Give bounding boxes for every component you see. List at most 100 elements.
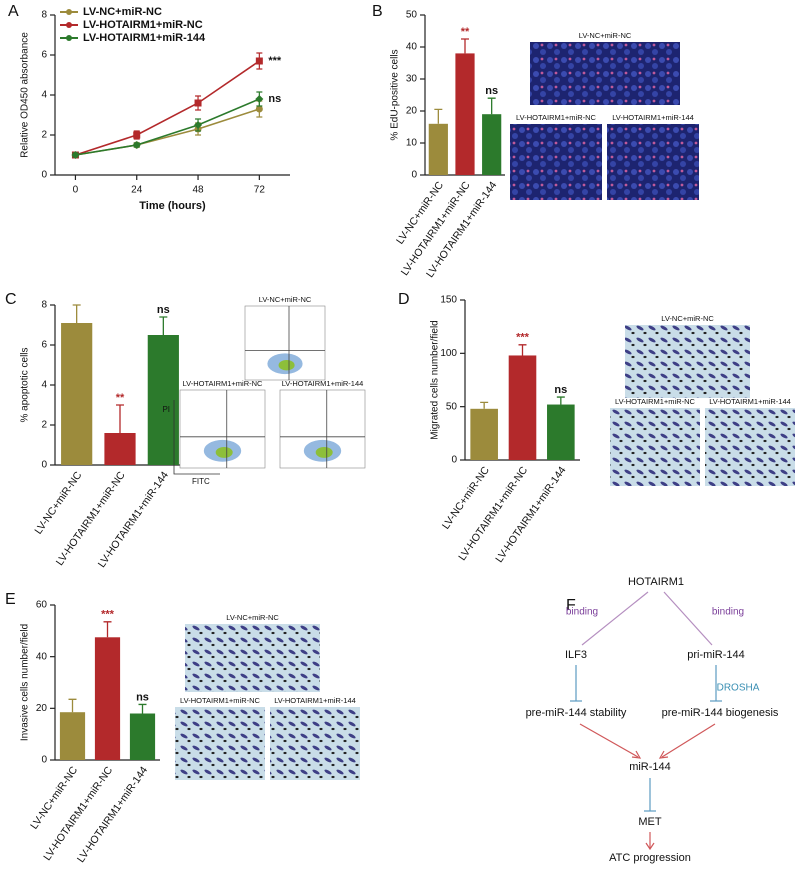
micrograph [530,42,680,105]
error-bar [103,621,112,638]
bar [61,323,93,465]
node: pre-miR-144 stability [526,707,627,719]
y-tick-label: 60 [36,600,48,611]
error-bar [138,703,147,714]
micrograph [175,707,265,780]
bar [455,53,475,175]
y-axis-label: Relative OD450 absorbance [20,32,31,158]
y-tick-label: 40 [36,651,48,662]
y-axis-label: Migrated cells number/field [430,320,441,440]
y-axis-label: % EdU-positive cells [390,49,401,140]
image-label: LV-HOTAIRM1+miR-144 [612,113,694,122]
y-tick-label: 50 [446,401,458,412]
error-bar [159,316,168,335]
legend-swatch [66,22,72,28]
x-tick-label: 24 [131,185,143,196]
flow-core [215,446,233,458]
image-label: LV-HOTAIRM1+miR-144 [282,379,364,388]
legend-swatch [66,9,72,15]
error-bar [116,404,124,433]
edge-label: binding [712,607,744,618]
y-tick-label: 10 [406,138,418,149]
y-tick-label: 0 [41,460,47,471]
image-label: LV-HOTAIRM1+miR-144 [274,696,356,705]
y-tick-label: 150 [440,295,457,306]
image-label: LV-HOTAIRM1+miR-NC [516,113,597,122]
edge-label: binding [566,607,598,618]
x-tick-label: LV-HOTAIRM1+miR-144 [75,764,150,865]
micrograph [610,408,700,486]
bar [547,404,575,460]
flow-core [315,446,333,458]
panel-label: D [398,291,410,308]
legend-label: LV-HOTAIRM1+miR-NC [83,19,203,31]
series-line [75,108,260,156]
bar [59,712,86,760]
micrograph [625,325,750,398]
bar [94,637,121,760]
annotation: ns [136,691,149,703]
node: pri-miR-144 [687,649,744,661]
annotation: ns [268,93,281,105]
bar [428,123,448,175]
annotation: ns [554,384,567,396]
error-bar [72,304,81,323]
x-tick-label: LV-HOTAIRM1+miR-NC [456,464,530,563]
node: pre-miR-144 biogenesis [662,707,779,719]
image-axis-label: PI [162,405,170,414]
panel-label: A [8,3,19,20]
y-axis-label: Invasive cells number/field [20,624,31,741]
micrograph [270,707,360,780]
edge-label: DROSHA [717,683,760,694]
annotation: *** [516,332,530,344]
error-bar [556,396,565,405]
y-tick-label: 0 [41,755,47,766]
series-line [75,60,260,156]
y-tick-label: 6 [41,50,47,61]
error-bar [518,344,527,356]
image-label: LV-HOTAIRM1+miR-NC [615,397,696,406]
y-tick-label: 0 [451,455,457,466]
bar [482,114,502,175]
x-tick-label: 72 [254,185,266,196]
panel-label: E [5,591,16,608]
image-label: LV-NC+miR-NC [259,295,312,304]
y-tick-label: 100 [440,348,457,359]
y-tick-label: 4 [41,90,47,101]
legend-label: LV-HOTAIRM1+miR-144 [83,32,206,44]
panel-label: F [566,597,576,614]
marker [71,151,80,159]
y-axis-label: % apoptotic cells [20,347,31,422]
node: HOTAIRM1 [628,576,684,588]
marker [255,95,264,103]
image-label: LV-HOTAIRM1+miR-NC [183,379,264,388]
marker [255,105,263,113]
annotation: ns [157,304,170,316]
x-tick-label: LV-HOTAIRM1+miR-144 [493,464,568,565]
error-bar [480,401,489,409]
annotation: ** [116,392,125,404]
legend-label: LV-NC+miR-NC [83,6,162,18]
marker [194,121,203,129]
bar [470,408,498,460]
y-tick-label: 2 [41,130,47,141]
y-tick-label: 4 [41,380,47,391]
image-axis-label: FITC [192,477,210,486]
series-line [75,98,260,156]
bar [129,713,156,760]
y-tick-label: 2 [41,420,47,431]
micrograph [510,124,602,200]
marker [133,131,141,139]
bar [508,355,537,460]
image-axes [173,400,220,475]
y-tick-label: 8 [41,10,47,21]
node: MET [638,816,662,828]
node: miR-144 [629,761,671,773]
error-bar [68,698,77,713]
y-tick-label: 0 [411,170,417,181]
image-label: LV-HOTAIRM1+miR-144 [709,397,791,406]
x-tick-label: 48 [192,185,204,196]
diagram-panel: F HOTAIRM1 binding binding ILF3 pri-miR-… [526,576,779,864]
flow-core [278,360,295,371]
